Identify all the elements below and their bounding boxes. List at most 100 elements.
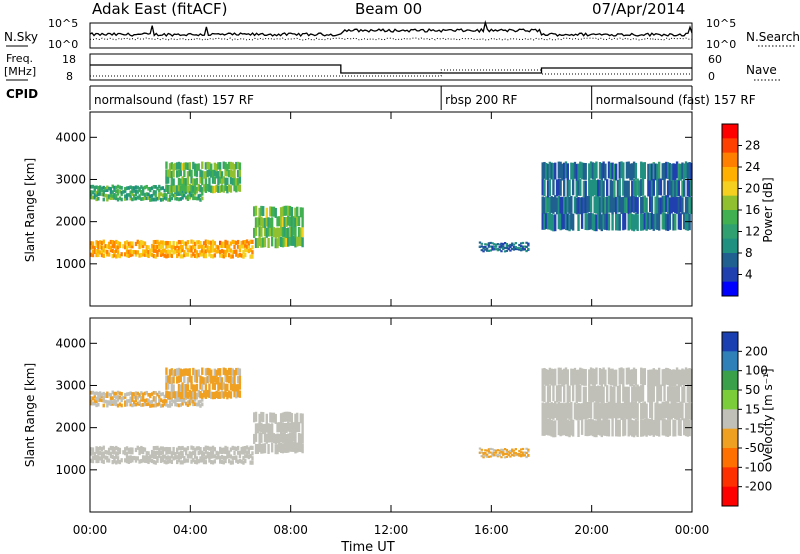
power-echo-cell [165, 196, 168, 201]
velocity-echo-cell [657, 403, 661, 421]
velocity-echo-cell [597, 401, 600, 419]
velocity-echo-cell [557, 418, 561, 436]
velocity-echo-cell [217, 451, 220, 456]
power-echo-cell [584, 213, 587, 231]
velocity-echo-cell [176, 403, 179, 407]
velocity-echo-cell [478, 451, 482, 454]
velocity-echo-cell [597, 418, 600, 435]
power-echo-cell [161, 248, 165, 254]
velocity-echo-cell [154, 403, 157, 408]
power-echo-cell [686, 213, 690, 231]
velocity-echo-cell [602, 418, 605, 436]
velocity-echo-cell [129, 450, 132, 455]
power-echo-cell [278, 216, 281, 227]
velocity-echo-cell [552, 368, 555, 386]
power-echo-cell [93, 245, 96, 251]
power-echo-cell [172, 178, 175, 186]
velocity-echo-cell [659, 384, 663, 402]
power-echo-cell [177, 161, 181, 170]
velocity-echo-cell [102, 454, 105, 459]
power-echo-cell [192, 240, 195, 245]
velocity-echo-cell [267, 423, 270, 434]
power-echo-cell [502, 245, 505, 248]
power-echo-cell [106, 188, 109, 192]
velocity-echo-cell [206, 367, 209, 376]
velocity-echo-cell [208, 458, 211, 463]
power-echo-cell [487, 249, 491, 252]
velocity-echo-cell [131, 455, 134, 461]
power-echo-cell [217, 171, 220, 179]
velocity-echo-cell [548, 418, 552, 436]
velocity-echo-cell [224, 445, 227, 451]
power-echo-cell [577, 197, 580, 214]
velocity-echo-cell [564, 419, 568, 437]
power-echo-cell [557, 178, 561, 196]
velocity-echo-cell [233, 389, 236, 398]
velocity-echo-cell [91, 396, 95, 401]
velocity-echo-cell [278, 422, 281, 433]
velocity-echo-cell [521, 454, 525, 457]
velocity-echo-cell [609, 368, 612, 386]
velocity-echo-cell [555, 403, 559, 421]
power-echo-cell [106, 244, 109, 249]
power-echo-cell [487, 245, 491, 248]
velocity-echo-cell [620, 367, 623, 385]
power-echo-cell [543, 161, 546, 179]
velocity-echo-cell [154, 396, 157, 400]
power-echo-cell [548, 212, 552, 230]
power-echo-cell [183, 241, 186, 246]
velocity-echo-cell [229, 391, 233, 399]
velocity-echo-cell [299, 413, 303, 424]
power-echo-cell [208, 177, 211, 185]
velocity-echo-cell [260, 422, 263, 433]
velocity-echo-cell [296, 442, 299, 453]
power-echo-cell [278, 235, 281, 247]
velocity-echo-cell [296, 412, 299, 423]
velocity-echo-cell [606, 419, 609, 437]
power-echo-cell [116, 191, 120, 196]
velocity-echo-cell [116, 395, 120, 399]
velocity-echo-cell [152, 403, 156, 408]
power-echo-cell [632, 161, 636, 179]
velocity-echo-cell [109, 393, 113, 397]
power-echo-cell [649, 180, 652, 197]
velocity-echo-cell [116, 451, 120, 456]
power-echo-cell [613, 195, 616, 213]
power-echo-cell [604, 163, 607, 181]
power-echo-cell [292, 216, 295, 227]
power-echo-cell [283, 205, 286, 216]
power-echo-cell [672, 195, 675, 213]
power-echo-cell [141, 196, 145, 201]
power-echo-cell [563, 179, 566, 197]
velocity-echo-cell [577, 403, 580, 420]
velocity-echo-cell [134, 391, 138, 396]
power-echo-cell [93, 193, 96, 197]
power-echo-cell [482, 250, 485, 253]
power-echo-cell [525, 241, 528, 244]
power-echo-cell [555, 197, 559, 215]
power-echo-cell [238, 162, 242, 170]
velocity-echo-cell [184, 368, 188, 376]
power-echo-cell [267, 217, 270, 228]
velocity-echo-cell [147, 455, 150, 461]
power-echo-cell [582, 180, 586, 198]
velocity-echo-cell [593, 384, 596, 402]
power-echo-cell [172, 163, 175, 172]
velocity-echo-cell [514, 453, 518, 457]
power-echo-cell [265, 216, 268, 227]
power-echo-cell [154, 254, 157, 259]
power-echo-cell [566, 179, 569, 197]
velocity-echo-cell [113, 402, 116, 406]
power-echo-cell [170, 245, 174, 250]
power-echo-cell [290, 207, 294, 218]
velocity-echo-cell [568, 420, 571, 438]
power-echo-cell [541, 196, 544, 214]
velocity-echo-cell [97, 398, 100, 403]
colorbar-cell [722, 486, 738, 507]
power-echo-cell [95, 185, 98, 190]
velocity-echo-cell [229, 367, 233, 376]
power-echo-cell [564, 213, 568, 231]
velocity-echo-cell [622, 368, 625, 386]
power-echo-cell [609, 162, 612, 180]
freq-panel: Freq. [MHz] 18 8 60 0 Nave [4, 52, 780, 83]
